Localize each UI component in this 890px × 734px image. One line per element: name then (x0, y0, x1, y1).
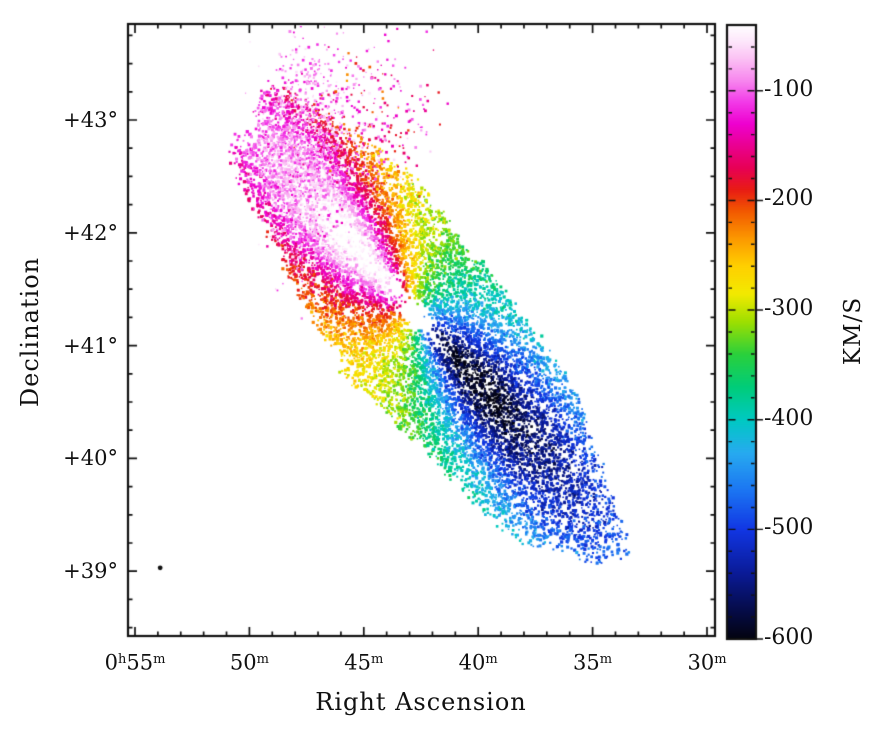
velocity-map-canvas (0, 0, 890, 734)
velocity-map-figure: Right Ascension Declination KM/S +43° +42… (0, 0, 890, 734)
